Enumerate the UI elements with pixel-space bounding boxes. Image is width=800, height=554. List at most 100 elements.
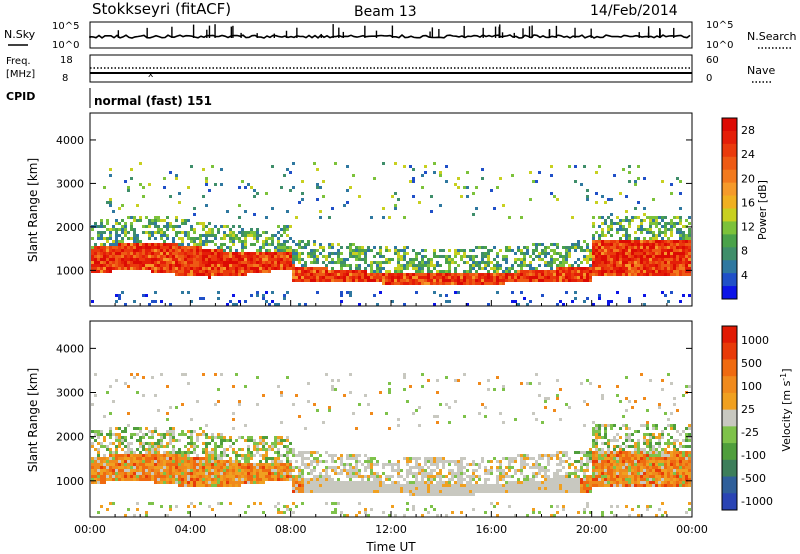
heatmap-cell xyxy=(124,258,127,261)
heatmap-cell xyxy=(196,466,199,469)
heatmap-cell xyxy=(166,433,169,436)
heatmap-cell xyxy=(406,472,409,475)
heatmap-cell xyxy=(124,228,127,231)
heatmap-cell xyxy=(148,267,151,270)
heatmap-cell xyxy=(430,282,433,285)
heatmap-cell xyxy=(616,291,619,294)
heatmap-cell xyxy=(259,234,262,237)
heatmap-cell xyxy=(352,252,355,255)
heatmap-cell xyxy=(601,273,604,276)
heatmap-cell xyxy=(190,228,193,231)
heatmap-cell xyxy=(106,261,109,264)
heatmap-cell xyxy=(352,472,355,475)
heatmap-cell xyxy=(376,463,379,466)
heatmap-cell xyxy=(496,478,499,481)
heatmap-cell xyxy=(232,448,235,451)
heatmap-cell xyxy=(100,261,103,264)
heatmap-cell xyxy=(367,273,370,276)
heatmap-cell xyxy=(460,481,463,484)
heatmap-cell xyxy=(193,481,196,484)
heatmap-cell xyxy=(559,481,562,484)
heatmap-cell xyxy=(478,478,481,481)
heatmap-cell xyxy=(226,234,229,237)
heatmap-cell xyxy=(556,463,559,466)
heatmap-cell xyxy=(154,394,157,397)
heatmap-cell xyxy=(223,475,226,478)
heatmap-cell xyxy=(148,475,151,478)
heatmap-cell xyxy=(127,478,130,481)
heatmap-cell xyxy=(163,466,166,469)
heatmap-cell xyxy=(172,430,175,433)
heatmap-cell xyxy=(142,469,145,472)
heatmap-cell xyxy=(604,481,607,484)
heatmap-cell xyxy=(298,451,301,454)
heatmap-cell xyxy=(118,460,121,463)
heatmap-cell xyxy=(679,234,682,237)
heatmap-cell xyxy=(100,231,103,234)
heatmap-cell xyxy=(310,261,313,264)
heatmap-cell xyxy=(286,457,289,460)
heatmap-cell xyxy=(139,183,142,186)
heatmap-cell xyxy=(100,222,103,225)
heatmap-cell xyxy=(511,276,514,279)
heatmap-cell xyxy=(634,252,637,255)
heatmap-cell xyxy=(322,475,325,478)
heatmap-cell xyxy=(136,472,139,475)
heatmap-cell xyxy=(598,294,601,297)
heatmap-cell xyxy=(598,451,601,454)
heatmap-cell xyxy=(424,487,427,490)
heatmap-cell xyxy=(94,222,97,225)
heatmap-cell xyxy=(334,511,337,514)
heatmap-cell xyxy=(124,180,127,183)
heatmap-cell xyxy=(166,475,169,478)
heatmap-cell xyxy=(448,279,451,282)
heatmap-cell xyxy=(553,258,556,261)
heatmap-cell xyxy=(127,457,130,460)
heatmap-cell xyxy=(94,430,97,433)
heatmap-cell xyxy=(580,276,583,279)
nave-tick-lo: 0 xyxy=(706,73,712,84)
heatmap-cell xyxy=(508,246,511,249)
heatmap-cell xyxy=(133,478,136,481)
heatmap-cell xyxy=(655,261,658,264)
heatmap-cell xyxy=(244,511,247,514)
heatmap-cell xyxy=(388,270,391,273)
heatmap-cell xyxy=(298,255,301,258)
heatmap-cell xyxy=(544,279,547,282)
heatmap-cell xyxy=(127,442,130,445)
heatmap-cell xyxy=(523,261,526,264)
heatmap-cell xyxy=(142,255,145,258)
heatmap-cell xyxy=(508,469,511,472)
heatmap-cell xyxy=(484,466,487,469)
heatmap-cell xyxy=(217,264,220,267)
heatmap-cell xyxy=(169,267,172,270)
heatmap-cell xyxy=(277,225,280,228)
heatmap-cell xyxy=(313,490,316,493)
heatmap-cell xyxy=(595,261,598,264)
heatmap-cell xyxy=(160,433,163,436)
heatmap-cell xyxy=(259,481,262,484)
heatmap-cell xyxy=(247,451,250,454)
heatmap-cell xyxy=(160,267,163,270)
heatmap-cell xyxy=(262,267,265,270)
heatmap-cell xyxy=(211,258,214,261)
heatmap-cell xyxy=(619,267,622,270)
heatmap-cell xyxy=(289,249,292,252)
heatmap-cell xyxy=(253,469,256,472)
heatmap-cell xyxy=(616,246,619,249)
heatmap-cell xyxy=(307,451,310,454)
heatmap-cell xyxy=(175,177,178,180)
heatmap-cell xyxy=(529,382,532,385)
heatmap-cell xyxy=(172,427,175,430)
heatmap-cell xyxy=(373,478,376,481)
heatmap-cell xyxy=(157,475,160,478)
heatmap-cell xyxy=(139,472,142,475)
heatmap-cell xyxy=(679,240,682,243)
heatmap-cell xyxy=(358,303,361,306)
heatmap-cell xyxy=(613,246,616,249)
heatmap-cell xyxy=(310,276,313,279)
heatmap-cell xyxy=(178,258,181,261)
heatmap-cell xyxy=(358,460,361,463)
heatmap-cell xyxy=(211,267,214,270)
heatmap-cell xyxy=(628,219,631,222)
